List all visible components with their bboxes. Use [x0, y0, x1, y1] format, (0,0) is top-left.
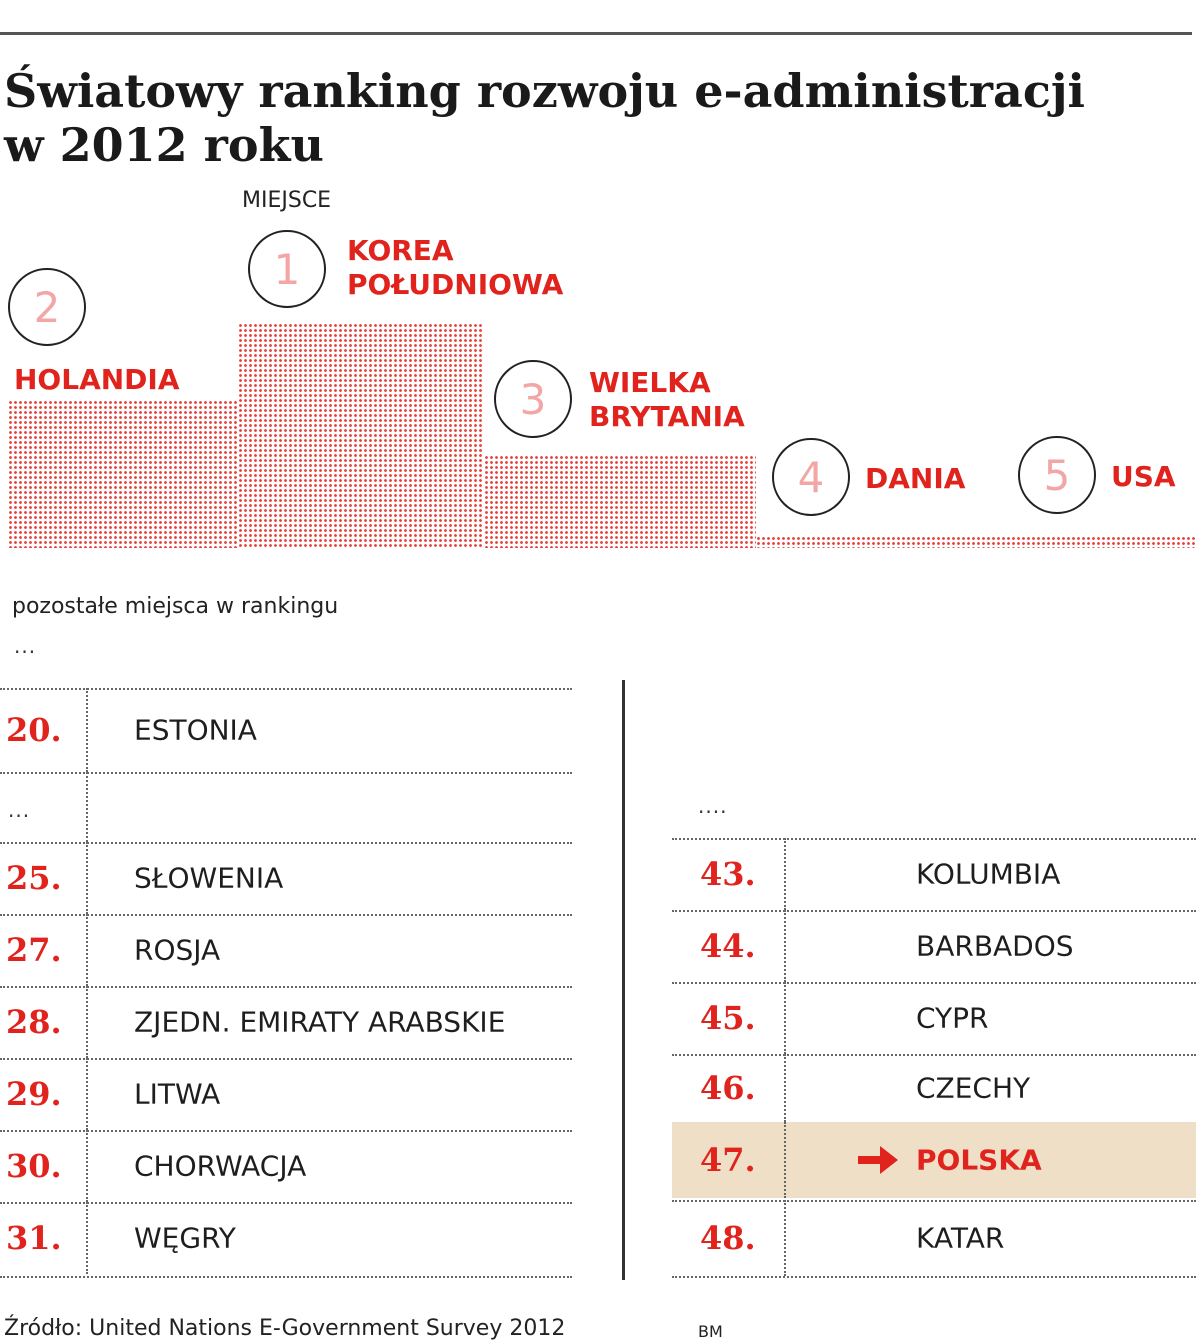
arrow-right-icon [858, 1146, 898, 1174]
rank-number: 43. [700, 855, 756, 893]
podium-block-3 [484, 455, 756, 548]
podium-country-4: DANIA [865, 462, 965, 496]
page-title: Światowy ranking rozwoju e-administracji… [4, 64, 1154, 172]
place-circle-5: 5 [1018, 436, 1096, 514]
place-label: MIEJSCE [242, 188, 332, 213]
table-row: 29. LITWA [0, 1058, 572, 1130]
rank-number: 25. [6, 859, 62, 897]
podium-country-2-line1: HOLANDIA [14, 363, 180, 396]
title-line-1: Światowy ranking rozwoju e-administracji [4, 64, 1085, 118]
table-row-ellipsis: ... [0, 772, 572, 842]
place-circle-1: 1 [248, 230, 326, 308]
ellipsis-left: ... [8, 798, 31, 822]
table-row: 30. CHORWACJA [0, 1130, 572, 1202]
table-row: 27. ROSJA [0, 914, 572, 986]
podium-country-1-line1: KOREA [347, 234, 454, 267]
table-row: 44. BARBADOS [672, 910, 1196, 982]
podium-country-3-line2: BRYTANIA [589, 400, 745, 433]
country-name: CHORWACJA [134, 1149, 307, 1183]
country-name: ROSJA [134, 933, 221, 967]
rank-number: 27. [6, 931, 62, 969]
table-row: 46. CZECHY [672, 1054, 1196, 1122]
table-row: 20. ESTONIA [0, 688, 572, 772]
top-rule [0, 32, 1192, 35]
place-circle-3: 3 [494, 360, 572, 438]
country-name: CZECHY [916, 1071, 1031, 1105]
podium-country-1-line2: POŁUDNIOWA [347, 268, 564, 301]
table-row: 25. SŁOWENIA [0, 842, 572, 914]
place-number-1: 1 [273, 244, 301, 294]
ellipsis-right: .... [698, 794, 728, 818]
podium-country-2: HOLANDIA [14, 363, 180, 397]
table-row: 48. KATAR [672, 1200, 1196, 1276]
table-bottom-rule-right [672, 1276, 1196, 1278]
table-row: 45. CYPR [672, 982, 1196, 1054]
rank-number: 46. [700, 1069, 756, 1107]
place-number-2: 2 [33, 282, 61, 332]
country-name: KATAR [916, 1221, 1005, 1255]
country-name: POLSKA [916, 1143, 1042, 1177]
column-separator [622, 680, 625, 1280]
rank-number: 29. [6, 1075, 62, 1113]
country-name: CYPR [916, 1001, 989, 1035]
country-name: ESTONIA [134, 713, 257, 747]
place-number-3: 3 [519, 374, 547, 424]
rank-number: 47. [700, 1141, 756, 1179]
other-places-heading: pozostałe miejsca w rankingu [12, 594, 339, 619]
title-line-2: w 2012 roku [4, 118, 324, 172]
podium-block-4-5 [756, 536, 1196, 548]
podium-country-3: WIELKA BRYTANIA [589, 366, 745, 434]
source-note: Źródło: United Nations E-Government Surv… [4, 1316, 566, 1341]
country-name: KOLUMBIA [916, 857, 1061, 891]
table-row: 43. KOLUMBIA [672, 838, 1196, 910]
rank-number: 30. [6, 1147, 62, 1185]
podium-country-5: USA [1111, 460, 1176, 494]
country-name: SŁOWENIA [134, 861, 284, 895]
country-name: ZJEDN. EMIRATY ARABSKIE [134, 1005, 506, 1039]
table-row: 28. ZJEDN. EMIRATY ARABSKIE [0, 986, 572, 1058]
podium-block-2 [8, 400, 238, 548]
place-number-4: 4 [797, 452, 825, 502]
author-initials: BM [698, 1322, 723, 1341]
place-number-5: 5 [1043, 450, 1071, 500]
place-circle-4: 4 [772, 438, 850, 516]
country-name: LITWA [134, 1077, 221, 1111]
podium-country-1: KOREA POŁUDNIOWA [347, 234, 563, 302]
podium-country-4-line1: DANIA [865, 462, 966, 495]
podium-block-1 [238, 323, 484, 548]
podium-country-3-line1: WIELKA [589, 366, 711, 399]
ellipsis-top: ... [14, 634, 37, 658]
rank-number: 44. [700, 927, 756, 965]
rank-number: 20. [6, 711, 62, 749]
podium-country-5-line1: USA [1111, 460, 1176, 493]
rank-number: 31. [6, 1219, 62, 1257]
rank-number: 28. [6, 1003, 62, 1041]
country-name: WĘGRY [134, 1221, 236, 1255]
table-bottom-rule-left [0, 1276, 572, 1278]
country-name: BARBADOS [916, 929, 1074, 963]
rank-number: 45. [700, 999, 756, 1037]
table-row-highlighted: 47. POLSKA [672, 1122, 1196, 1198]
rank-number: 48. [700, 1219, 756, 1257]
place-circle-2: 2 [8, 268, 86, 346]
table-row: 31. WĘGRY [0, 1202, 572, 1274]
